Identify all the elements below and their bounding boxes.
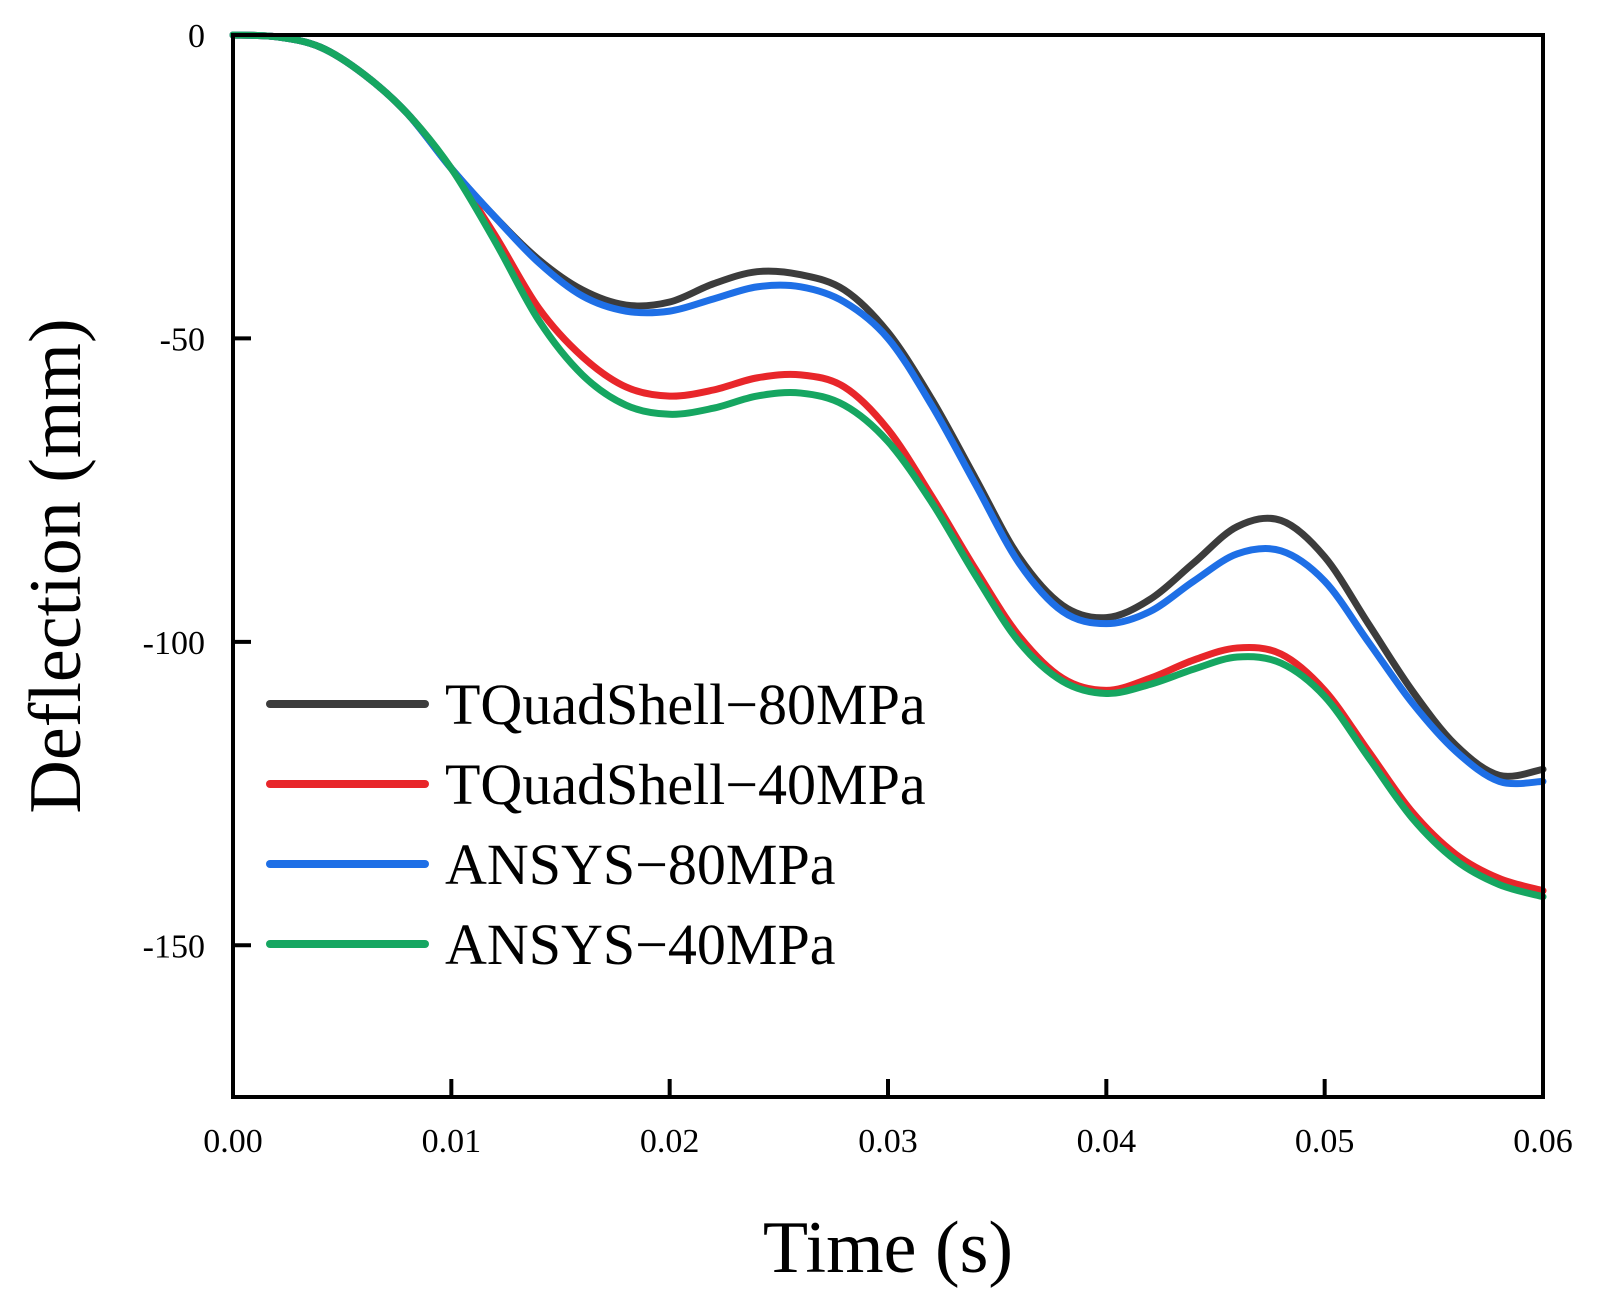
axis-tick-labels: 0.00 0.01 0.02 0.03 0.04 0.05 0.06 0 -50 -100 -150 <box>143 18 1573 1160</box>
plot-frame <box>231 33 1545 1099</box>
y-tick-label: 0 <box>188 18 205 55</box>
x-tick-label: 0.05 <box>1295 1123 1355 1160</box>
series-lines <box>229 31 1547 901</box>
legend-label-3: ANSYS−80MPa <box>445 832 835 897</box>
x-tick-label: 0.06 <box>1513 1123 1573 1160</box>
legend-label-2: TQuadShell−40MPa <box>445 752 926 817</box>
legend-label-4: ANSYS−40MPa <box>445 912 835 977</box>
x-tick-label: 0.04 <box>1077 1123 1137 1160</box>
series-line-4 <box>229 31 1547 901</box>
legend-label-1: TQuadShell−80MPa <box>445 672 926 737</box>
y-tick-label: -150 <box>143 928 205 965</box>
x-tick-label: 0.00 <box>203 1123 263 1160</box>
axis-ticks <box>231 33 1545 1097</box>
x-tick-label: 0.03 <box>858 1123 918 1160</box>
y-tick-label: -100 <box>143 625 205 662</box>
x-tick-label: 0.02 <box>640 1123 700 1160</box>
y-tick-label: -50 <box>160 321 205 358</box>
x-tick-label: 0.01 <box>422 1123 482 1160</box>
x-axis-title: Time (s) <box>763 1207 1013 1289</box>
y-axis-title: Deflection (mm) <box>15 318 97 813</box>
legend: TQuadShell−80MPa TQuadShell−40MPa ANSYS−80… <box>266 672 926 977</box>
